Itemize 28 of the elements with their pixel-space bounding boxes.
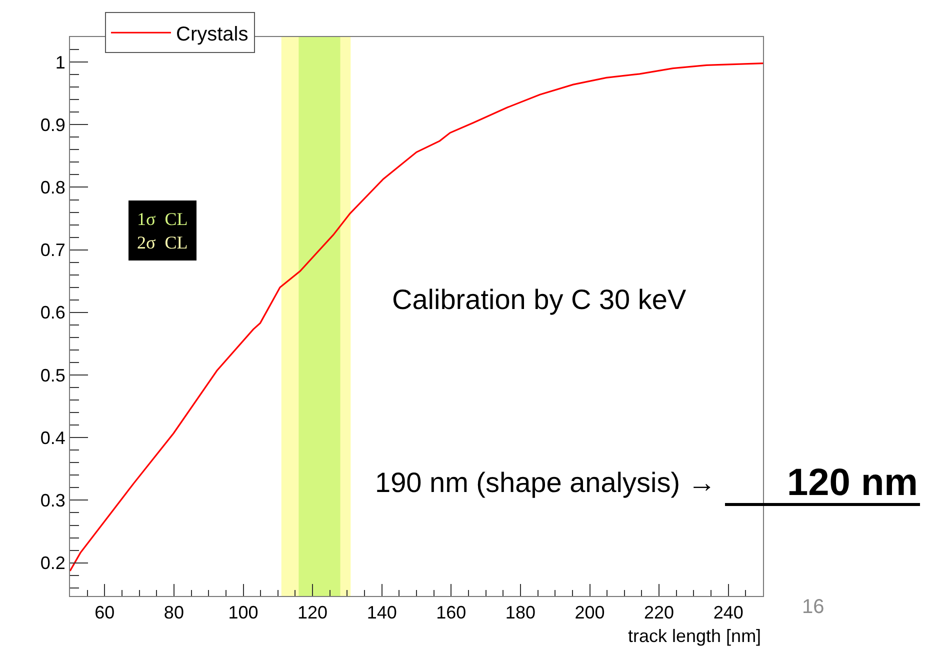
y-tick-label: 0.7	[40, 240, 66, 260]
legend-label: Crystals	[176, 23, 248, 46]
x-tick-label: 60	[94, 602, 115, 623]
y-tick-label: 1	[55, 52, 66, 72]
y-tick-label: 0.4	[40, 428, 66, 448]
x-tick-label: 100	[228, 602, 258, 623]
x-axis-title: track length [nm]	[628, 626, 762, 646]
annotation: 190 nm (shape analysis) →	[375, 467, 716, 498]
y-tick-label: 0.9	[40, 114, 66, 135]
text: 16	[802, 596, 824, 618]
y-tick-label: 0.3	[40, 490, 66, 511]
x-tick-label: 80	[164, 602, 184, 623]
y-tick-label: 0.5	[40, 365, 66, 386]
x-tick-label: 180	[505, 602, 536, 623]
x-tick-label: 220	[644, 602, 674, 623]
band-label: 2σ CL	[137, 232, 188, 252]
line-series	[70, 62, 763, 572]
y-tick-label: 0.6	[40, 302, 66, 323]
x-tick-label: 120	[298, 602, 328, 623]
x-tick-label: 140	[366, 602, 397, 623]
band-label: 1σ CL	[137, 209, 188, 229]
text: 120 nm	[787, 462, 918, 504]
annotation: Calibration by C 30 keV	[392, 284, 686, 315]
x-tick-label: 200	[574, 602, 605, 623]
y-tick-label: 0.2	[40, 553, 66, 574]
x-tick-label: 240	[713, 602, 744, 623]
x-tick-label: 160	[436, 602, 466, 623]
y-tick-label: 0.8	[40, 178, 66, 198]
